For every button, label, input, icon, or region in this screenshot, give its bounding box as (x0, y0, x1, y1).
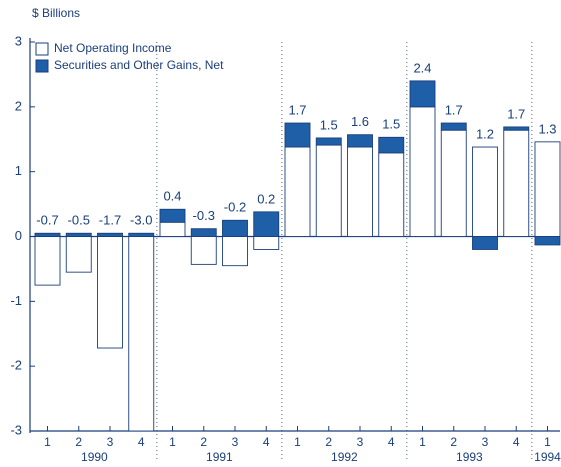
total-label: 1.7 (445, 102, 463, 117)
y-tick-label: -1 (10, 293, 22, 308)
bar-segment (378, 136, 405, 154)
bar-segment (222, 236, 248, 267)
total-label: -0.5 (68, 213, 90, 228)
bar-segment (128, 232, 155, 237)
total-label: 1.7 (507, 106, 525, 121)
bar-segment (534, 236, 561, 246)
legend-label: Securities and Other Gains, Net (54, 58, 224, 72)
legend-swatch (35, 59, 49, 73)
x-tick-label: 3 (232, 435, 239, 449)
bar-segment (284, 122, 311, 148)
x-tick-label: 2 (325, 435, 332, 449)
y-tick-label: -3 (10, 422, 22, 437)
total-label: 1.5 (382, 117, 400, 132)
y-tick-label: 0 (15, 228, 22, 243)
bar-segment (34, 232, 61, 237)
legend-swatch (35, 42, 49, 56)
bar-segment (97, 236, 123, 349)
total-label: -0.2 (224, 200, 246, 215)
bar-segment (190, 236, 217, 265)
bar-segment (97, 232, 123, 237)
x-tick-label: 1 (419, 435, 426, 449)
bar-segment (409, 80, 436, 108)
total-label: 1.3 (538, 121, 556, 136)
x-tick-label: 4 (138, 435, 145, 449)
total-label: -1.7 (99, 213, 121, 228)
bar-segment (284, 146, 311, 237)
y-tick-label: 3 (15, 33, 22, 48)
year-label: 1991 (206, 450, 233, 464)
total-label: -0.3 (193, 208, 215, 223)
x-tick-label: 1 (544, 435, 551, 449)
bar-segment (440, 122, 467, 131)
year-label: 1990 (81, 450, 108, 464)
total-label: 1.2 (476, 126, 494, 141)
bar-segment (253, 211, 280, 237)
x-tick-label: 4 (388, 435, 395, 449)
bar-segment (159, 208, 186, 223)
total-label: 1.5 (320, 117, 338, 132)
x-tick-label: 1 (294, 435, 301, 449)
bar-segment (347, 146, 373, 237)
bar-segment (347, 134, 373, 148)
bar-segment (159, 221, 186, 237)
x-tick-label: 4 (513, 435, 520, 449)
bar-segment (315, 137, 342, 146)
x-tick-label: 3 (107, 435, 114, 449)
total-label: 0.2 (257, 191, 275, 206)
bar-segment (378, 152, 405, 237)
year-label: 1992 (331, 450, 358, 464)
total-label: -0.7 (36, 213, 58, 228)
x-tick-label: 2 (75, 435, 82, 449)
bar-segment (65, 232, 92, 237)
bar-segment (34, 236, 61, 286)
x-tick-label: 3 (482, 435, 489, 449)
x-tick-label: 2 (200, 435, 207, 449)
total-label: -3.0 (130, 213, 152, 228)
y-axis-label: $ Billions (32, 6, 80, 20)
total-label: 1.7 (288, 102, 306, 117)
bar-segment (65, 236, 92, 273)
x-tick-label: 1 (44, 435, 51, 449)
total-label: 0.4 (163, 189, 181, 204)
total-label: 1.6 (351, 114, 369, 129)
x-tick-label: 3 (357, 435, 364, 449)
bar-segment (503, 129, 530, 237)
y-tick-label: 2 (15, 98, 22, 113)
bar-segment (534, 141, 561, 237)
total-label: 2.4 (413, 60, 431, 75)
bar-segment (503, 126, 530, 131)
x-tick-label: 2 (450, 435, 457, 449)
bar-segment (190, 228, 217, 237)
bar-segment (472, 146, 498, 237)
bar-segment (440, 129, 467, 237)
x-tick-label: 1 (169, 435, 176, 449)
year-label: 1993 (456, 450, 483, 464)
bar-segment (472, 236, 498, 250)
bar-segment (315, 144, 342, 237)
bar-segment (409, 106, 436, 237)
year-label: 1994 (534, 450, 561, 464)
bar-segment (253, 236, 280, 250)
bar-segment (222, 219, 248, 237)
bar-segment (128, 236, 155, 432)
y-tick-label: 1 (15, 163, 22, 178)
legend-label: Net Operating Income (54, 41, 172, 55)
x-tick-label: 4 (263, 435, 270, 449)
y-tick-label: -2 (10, 358, 22, 373)
